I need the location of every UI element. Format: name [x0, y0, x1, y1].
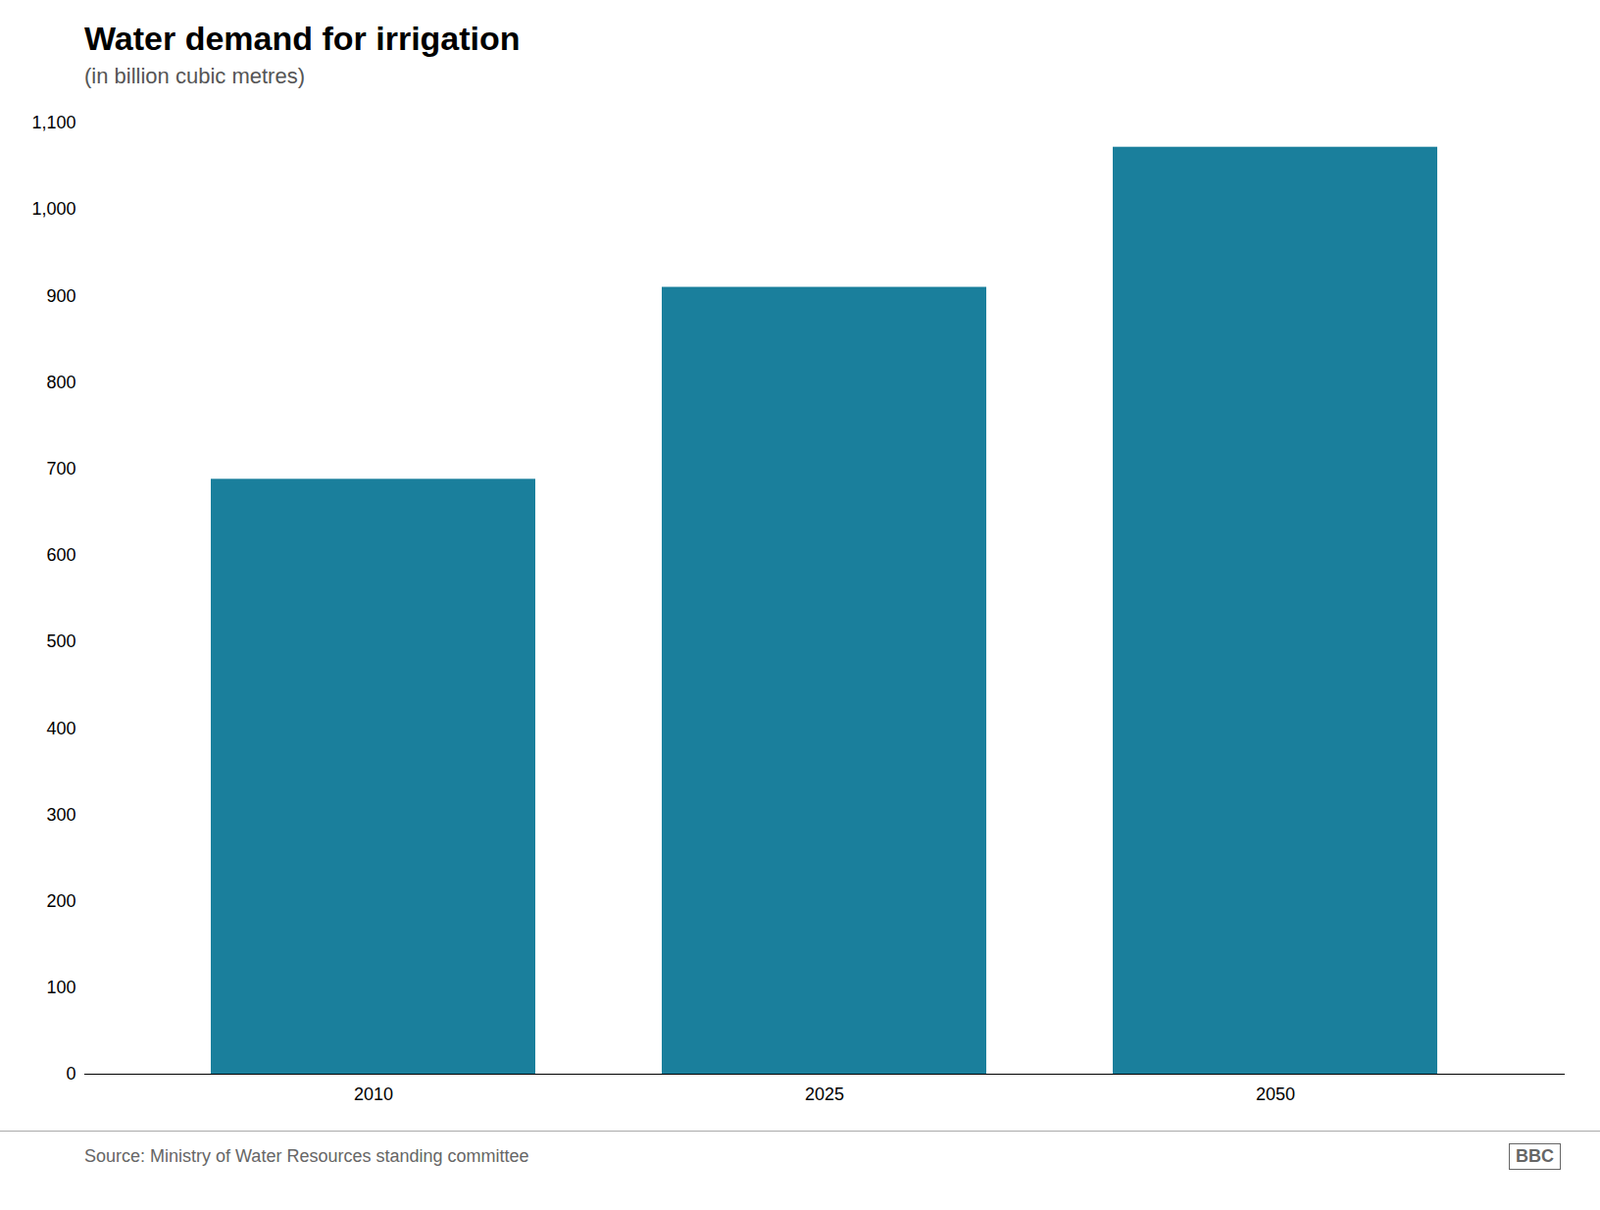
svg-text:500: 500	[46, 631, 76, 651]
svg-text:900: 900	[46, 286, 76, 306]
svg-text:2025: 2025	[804, 1084, 845, 1104]
svg-text:1,000: 1,000	[31, 199, 76, 219]
svg-text:300: 300	[46, 804, 76, 825]
svg-text:800: 800	[46, 372, 76, 393]
html-text:BBC: BBC	[1515, 1146, 1554, 1166]
html-text:Water demand for irrigation: Water demand for irrigation	[84, 19, 521, 57]
svg-text:2050: 2050	[1255, 1084, 1296, 1104]
svg-text:2010: 2010	[353, 1084, 394, 1104]
svg-text:0: 0	[65, 1063, 76, 1084]
svg-text:600: 600	[46, 545, 76, 565]
svg-text:200: 200	[46, 891, 76, 911]
svg-text:400: 400	[46, 718, 76, 739]
html-text:Source: Ministry of Water Reso: Source: Ministry of Water Resources stan…	[84, 1146, 529, 1166]
html-text:(in billion cubic metres): (in billion cubic metres)	[84, 63, 305, 89]
svg-text:700: 700	[46, 458, 76, 479]
svg-text:1,100: 1,100	[31, 112, 76, 133]
svg-text:100: 100	[46, 977, 76, 998]
